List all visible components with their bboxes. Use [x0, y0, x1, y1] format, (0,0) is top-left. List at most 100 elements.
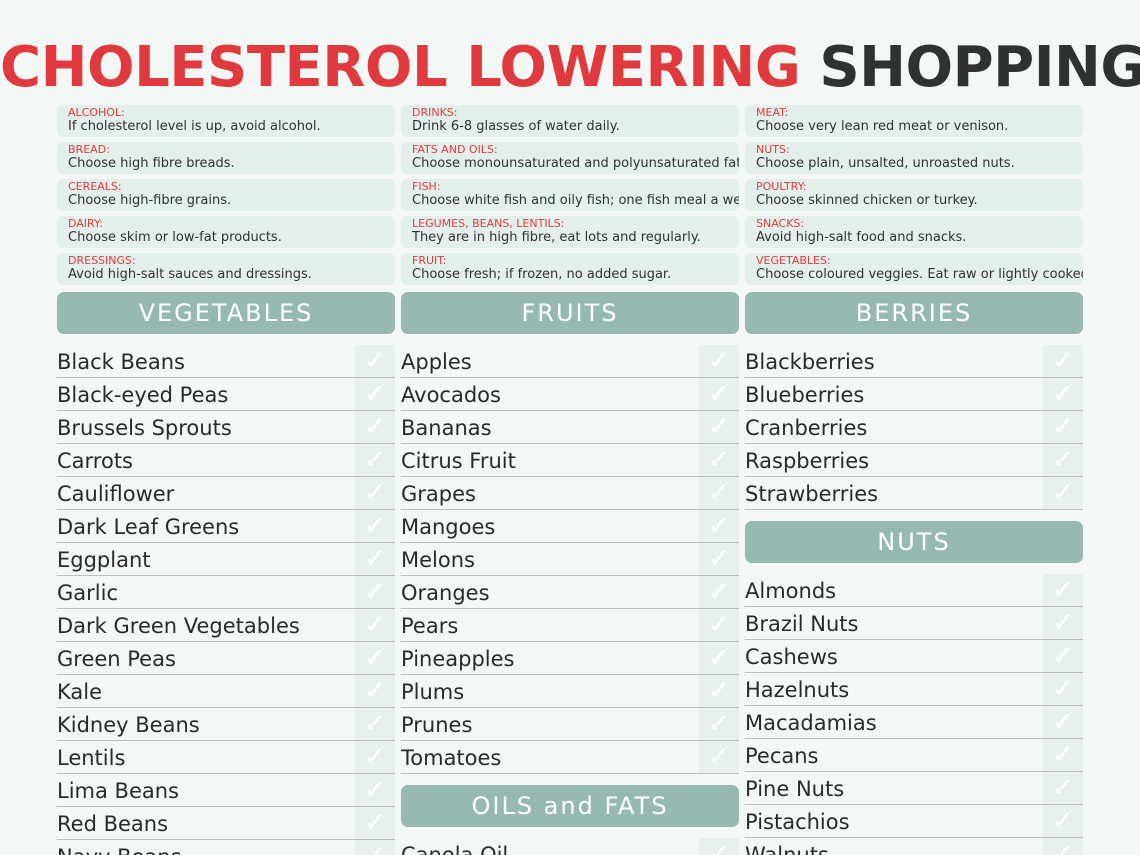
item-name: Pine Nuts — [745, 777, 845, 801]
tip-text: Choose fresh; if frozen, no added sugar. — [412, 267, 672, 282]
checkmark-icon[interactable]: ✓ — [355, 807, 395, 839]
list-item: Grapes ✓ — [401, 477, 739, 510]
list-item: Navy Beans ✓ — [57, 840, 395, 855]
tip-box: CEREALS: Choose high-fibre grains. — [57, 179, 395, 211]
checkmark-icon[interactable]: ✓ — [355, 378, 395, 410]
item-name: Cashews — [745, 645, 838, 669]
item-name: Cauliflower — [57, 482, 175, 506]
list-item: Blueberries ✓ — [745, 378, 1083, 411]
checkmark-icon[interactable]: ✓ — [1043, 706, 1083, 738]
tip-box: NUTS: Choose plain, unsalted, unroasted n… — [745, 142, 1083, 174]
checkmark-icon[interactable]: ✓ — [1043, 607, 1083, 639]
tip-text: Choose white fish and oily fish; one fis… — [412, 193, 739, 208]
checkmark-icon[interactable]: ✓ — [355, 411, 395, 443]
oils-list: Canola Oil ✓ — [401, 838, 739, 855]
checkmark-icon[interactable]: ✓ — [355, 345, 395, 377]
checkmark-icon[interactable]: ✓ — [1043, 772, 1083, 804]
tip-label: DAIRY: — [68, 217, 103, 230]
checkmark-icon[interactable]: ✓ — [1043, 739, 1083, 771]
list-item: Red Beans ✓ — [57, 807, 395, 840]
list-item: Pineapples ✓ — [401, 642, 739, 675]
checkmark-icon[interactable]: ✓ — [699, 741, 739, 773]
list-item: Hazelnuts ✓ — [745, 673, 1083, 706]
title-part-red: CHOLESTEROL LOWERING — [0, 35, 801, 100]
tip-box: FRUIT: Choose fresh; if frozen, no added … — [401, 253, 739, 285]
tip-label: FRUIT: — [412, 254, 447, 267]
tip-box: DRINKS: Drink 6-8 glasses of water daily. — [401, 105, 739, 137]
checkmark-icon[interactable]: ✓ — [355, 444, 395, 476]
item-name: Plums — [401, 680, 465, 704]
checkmark-icon[interactable]: ✓ — [699, 708, 739, 740]
checkmark-icon[interactable]: ✓ — [355, 609, 395, 641]
tip-text: Avoid high-salt food and snacks. — [756, 230, 967, 245]
checkmark-icon[interactable]: ✓ — [355, 510, 395, 542]
checkmark-icon[interactable]: ✓ — [1043, 640, 1083, 672]
tip-text: Avoid high-salt sauces and dressings. — [68, 267, 312, 282]
tip-label: BREAD: — [68, 143, 110, 156]
tip-text: If cholesterol level is up, avoid alcoho… — [68, 119, 321, 134]
nuts-header: NUTS — [745, 521, 1083, 563]
checkmark-icon[interactable]: ✓ — [355, 543, 395, 575]
item-name: Cranberries — [745, 416, 868, 440]
checkmark-icon[interactable]: ✓ — [1043, 411, 1083, 443]
checkmark-icon[interactable]: ✓ — [699, 411, 739, 443]
list-item: Macadamias ✓ — [745, 706, 1083, 739]
checkmark-icon[interactable]: ✓ — [355, 477, 395, 509]
list-item: Plums ✓ — [401, 675, 739, 708]
checkmark-icon[interactable]: ✓ — [355, 774, 395, 806]
checkmark-icon[interactable]: ✓ — [355, 741, 395, 773]
checkmark-icon[interactable]: ✓ — [699, 675, 739, 707]
list-item: Dark Leaf Greens ✓ — [57, 510, 395, 543]
item-name: Eggplant — [57, 548, 151, 572]
list-item: Pecans ✓ — [745, 739, 1083, 772]
checkmark-icon[interactable]: ✓ — [1043, 345, 1083, 377]
item-name: Avocados — [401, 383, 501, 407]
checkmark-icon[interactable]: ✓ — [699, 345, 739, 377]
checkmark-icon[interactable]: ✓ — [699, 576, 739, 608]
checkmark-icon[interactable]: ✓ — [699, 510, 739, 542]
checkmark-icon[interactable]: ✓ — [1043, 444, 1083, 476]
list-item: Strawberries ✓ — [745, 477, 1083, 510]
checkmark-icon[interactable]: ✓ — [699, 378, 739, 410]
checkmark-icon[interactable]: ✓ — [699, 477, 739, 509]
checkmark-icon[interactable]: ✓ — [355, 576, 395, 608]
item-name: Raspberries — [745, 449, 870, 473]
checkmark-icon[interactable]: ✓ — [1043, 838, 1083, 855]
tip-text: They are in high fibre, eat lots and reg… — [412, 230, 701, 245]
checkmark-icon[interactable]: ✓ — [1043, 805, 1083, 837]
checkmark-icon[interactable]: ✓ — [1043, 378, 1083, 410]
checkmark-icon[interactable]: ✓ — [355, 642, 395, 674]
item-name: Apples — [401, 350, 472, 374]
checkmark-icon[interactable]: ✓ — [699, 609, 739, 641]
checkmark-icon[interactable]: ✓ — [699, 444, 739, 476]
checkmark-icon[interactable]: ✓ — [355, 708, 395, 740]
checkmark-icon[interactable]: ✓ — [1043, 574, 1083, 606]
checkmark-icon[interactable]: ✓ — [699, 543, 739, 575]
tip-label: VEGETABLES: — [756, 254, 831, 267]
list-item: Melons ✓ — [401, 543, 739, 576]
item-name: Black-eyed Peas — [57, 383, 229, 407]
tip-label: FATS AND OILS: — [412, 143, 498, 156]
title-part-dark: SHOPPING — [819, 35, 1140, 100]
list-item: Dark Green Vegetables ✓ — [57, 609, 395, 642]
checkmark-icon[interactable]: ✓ — [699, 642, 739, 674]
checkmark-icon[interactable]: ✓ — [355, 675, 395, 707]
item-name: Blueberries — [745, 383, 865, 407]
checkmark-icon[interactable]: ✓ — [1043, 673, 1083, 705]
list-item: Almonds ✓ — [745, 574, 1083, 607]
item-name: Macadamias — [745, 711, 877, 735]
list-item: Apples ✓ — [401, 345, 739, 378]
checkmark-icon[interactable]: ✓ — [1043, 477, 1083, 509]
tip-text: Choose high fibre breads. — [68, 156, 235, 171]
list-item: Black Beans ✓ — [57, 345, 395, 378]
list-item: Pistachios ✓ — [745, 805, 1083, 838]
item-name: Almonds — [745, 579, 837, 603]
list-item: Green Peas ✓ — [57, 642, 395, 675]
item-name: Garlic — [57, 581, 118, 605]
checkmark-icon[interactable]: ✓ — [355, 840, 395, 855]
item-name: Melons — [401, 548, 475, 572]
tip-text: Choose skinned chicken or turkey. — [756, 193, 978, 208]
list-item: Canola Oil ✓ — [401, 838, 739, 855]
checkmark-icon[interactable]: ✓ — [699, 838, 739, 855]
list-item: Pears ✓ — [401, 609, 739, 642]
